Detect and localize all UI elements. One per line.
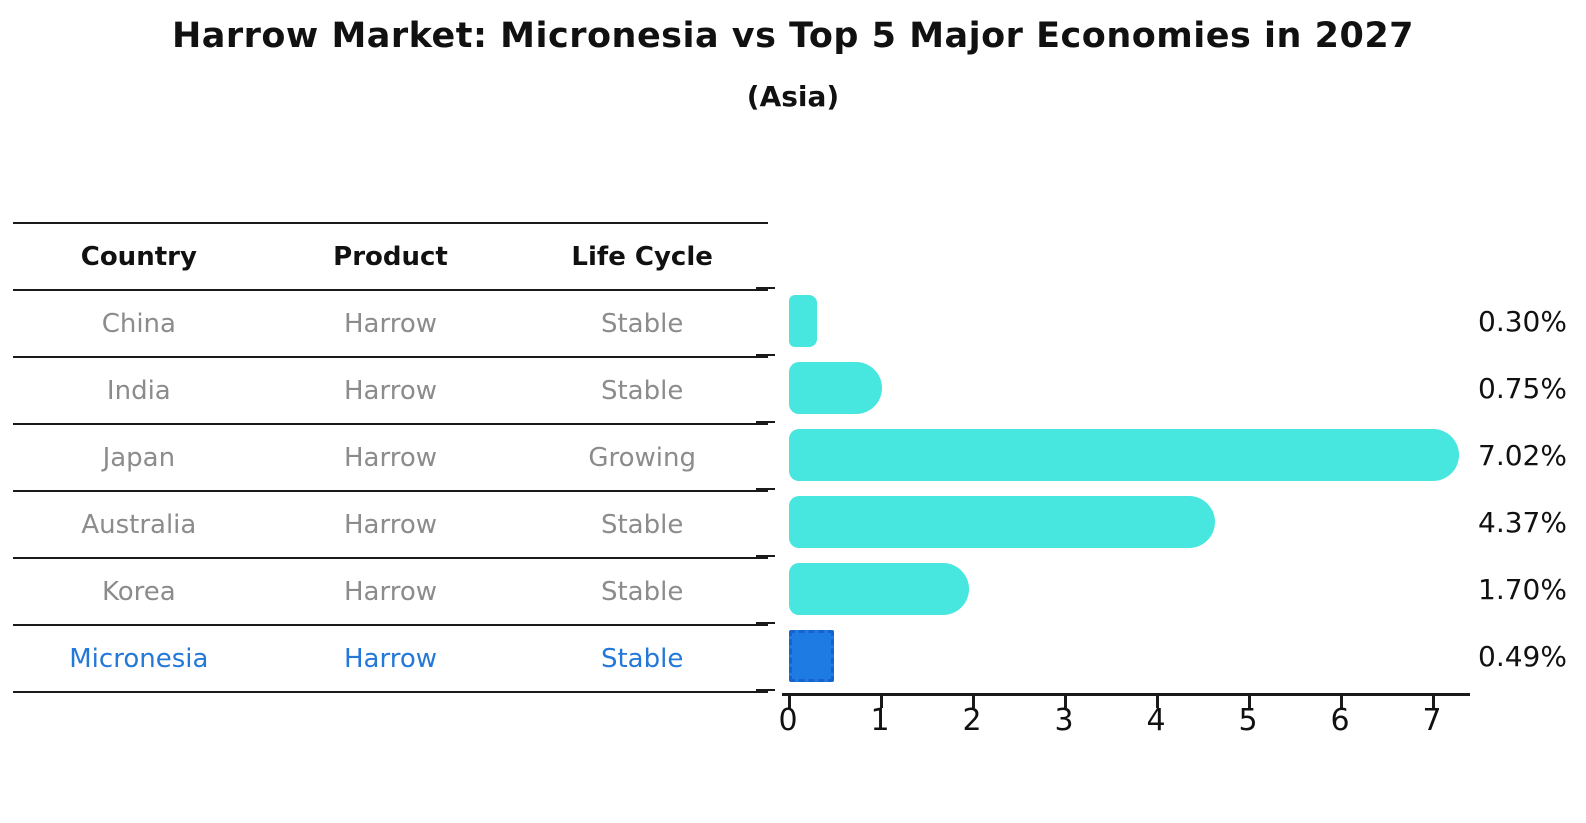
bar-australia — [789, 496, 1216, 548]
table-cell: Harrow — [343, 509, 437, 540]
value-label-australia: 4.37% — [1478, 506, 1567, 539]
table-cell: Harrow — [343, 375, 437, 406]
table-row-korea: Korea Harrow Stable — [13, 559, 768, 626]
table-row-china: China Harrow Stable — [13, 291, 768, 358]
table-cell: Australia — [81, 509, 197, 540]
table-cell: Growing — [588, 442, 696, 473]
y-tick — [756, 555, 775, 557]
value-label-korea: 1.70% — [1478, 573, 1567, 606]
table-header-cell-country: Country — [80, 241, 197, 272]
y-tick — [756, 421, 775, 423]
value-label-india: 0.75% — [1478, 372, 1567, 405]
x-tick-label: 0 — [778, 703, 798, 738]
x-tick-mark — [788, 696, 791, 708]
bar-india — [789, 362, 882, 414]
table-cell: Harrow — [343, 576, 437, 607]
x-tick-mark — [1248, 696, 1251, 708]
table-cell: Stable — [600, 576, 684, 607]
table-row-micronesia: Micronesia Harrow Stable — [13, 626, 768, 693]
table-cell: Stable — [600, 643, 684, 674]
x-tick-mark — [1064, 696, 1067, 708]
table-header-cell-life-cycle: Life Cycle — [571, 241, 713, 272]
bar-china — [789, 295, 817, 347]
x-tick-label: 1 — [870, 703, 890, 738]
table-cell: Harrow — [343, 643, 437, 674]
table-row-australia: Australia Harrow Stable — [13, 492, 768, 559]
x-tick-label: 2 — [962, 703, 982, 738]
y-tick — [756, 354, 775, 356]
table-row-india: India Harrow Stable — [13, 358, 768, 425]
table-cell: Korea — [101, 576, 176, 607]
y-tick — [756, 287, 775, 289]
table-cell: Harrow — [343, 308, 437, 339]
x-tick-label: 3 — [1054, 703, 1074, 738]
value-label-japan: 7.02% — [1478, 439, 1567, 472]
y-tick — [756, 689, 775, 691]
bar-japan — [789, 429, 1459, 481]
chart-title: Harrow Market: Micronesia vs Top 5 Major… — [171, 16, 1415, 56]
x-tick-label: 7 — [1422, 703, 1442, 738]
value-label-micronesia: 0.49% — [1478, 640, 1567, 673]
x-tick-mark — [972, 696, 975, 708]
table-cell: Micronesia — [69, 643, 209, 674]
table-header-row: Country Product Life Cycle — [13, 224, 768, 291]
value-label-china: 0.30% — [1478, 305, 1567, 338]
x-tick-label: 5 — [1238, 703, 1258, 738]
y-tick — [756, 488, 775, 490]
y-tick — [756, 622, 775, 624]
x-axis-line — [782, 693, 1470, 696]
x-tick-mark — [1340, 696, 1343, 708]
table-cell: Japan — [102, 442, 176, 473]
x-tick-mark — [880, 696, 883, 708]
table-cell: China — [101, 308, 176, 339]
table-row-japan: Japan Harrow Growing — [13, 425, 768, 492]
table-cell: Stable — [600, 509, 684, 540]
x-tick-label: 6 — [1330, 703, 1350, 738]
table-header-cell-product: Product — [333, 241, 448, 272]
x-tick-mark — [1432, 696, 1435, 708]
table-cell: Stable — [600, 375, 684, 406]
country-table: Country Product Life Cycle China Harrow Stabl… — [13, 222, 768, 693]
bar-micronesia — [789, 630, 835, 682]
table-cell: India — [106, 375, 171, 406]
x-tick-mark — [1156, 696, 1159, 708]
table-cell: Stable — [600, 308, 684, 339]
bar-korea — [789, 563, 970, 615]
x-tick-label: 4 — [1146, 703, 1166, 738]
table-cell: Harrow — [343, 442, 437, 473]
chart-subtitle: (Asia) — [746, 80, 840, 113]
